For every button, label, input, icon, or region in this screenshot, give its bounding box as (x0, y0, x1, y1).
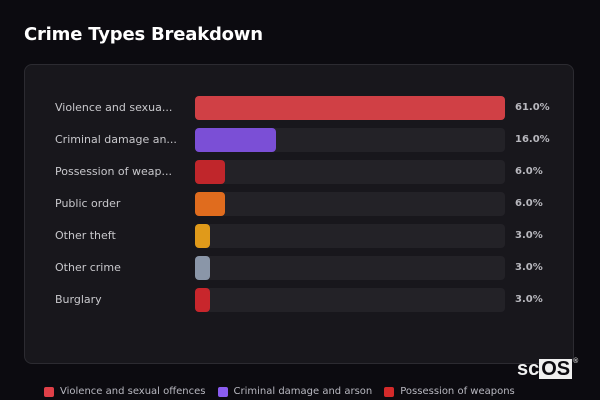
legend-item[interactable]: Possession of weapons (384, 386, 515, 397)
bar-fill[interactable] (195, 224, 211, 248)
bar-track (195, 96, 505, 120)
bar-fill[interactable] (195, 128, 277, 152)
bar-label: Other crime (55, 261, 121, 274)
bar-label: Possession of weap... (55, 165, 172, 178)
bar-value: 61.0% (515, 102, 550, 113)
bar-fill[interactable] (195, 96, 505, 120)
legend-item[interactable]: Violence and sexual offences (44, 386, 206, 397)
bar-track (195, 160, 505, 184)
legend-item[interactable]: Criminal damage and arson (217, 386, 373, 397)
bar-row: Public order 6.0% (25, 192, 575, 216)
bar-row: Burglary 3.0% (25, 288, 575, 312)
bar-row: Other crime 3.0% (25, 256, 575, 280)
bar-label: Other theft (55, 229, 116, 242)
legend-label: Violence and sexual offences (60, 386, 206, 397)
bar-value: 3.0% (515, 262, 543, 273)
bar-fill[interactable] (195, 256, 211, 280)
bar-fill[interactable] (195, 192, 226, 216)
bar-row: Other theft 3.0% (25, 224, 575, 248)
bar-track (195, 256, 505, 280)
bar-fill[interactable] (195, 160, 226, 184)
chart-title: Crime Types Breakdown (24, 24, 263, 45)
bar-label: Criminal damage an... (55, 133, 177, 146)
bar-value: 3.0% (515, 230, 543, 241)
legend-swatch-icon (217, 386, 228, 397)
bar-row: Possession of weap... 6.0% (25, 160, 575, 184)
legend-label: Criminal damage and arson (233, 386, 373, 397)
bar-value: 3.0% (515, 294, 543, 305)
bar-label: Public order (55, 197, 121, 210)
bar-track (195, 192, 505, 216)
bar-row: Criminal damage an... 16.0% (25, 128, 575, 152)
bar-value: 6.0% (515, 198, 543, 209)
brand-boxed: OS (539, 358, 573, 380)
brand-prefix: sc (517, 358, 540, 380)
bar-value: 16.0% (515, 134, 550, 145)
registered-mark-icon: ® (573, 358, 579, 365)
chart-card: Violence and sexua... 61.0% Criminal damag… (24, 64, 574, 364)
brand-logo: sc OS ® (517, 358, 578, 381)
bar-value: 6.0% (515, 166, 543, 177)
bar-fill[interactable] (195, 288, 211, 312)
bar-row: Violence and sexua... 61.0% (25, 96, 575, 120)
legend-label: Possession of weapons (400, 386, 515, 397)
bar-track (195, 224, 505, 248)
bar-label: Violence and sexua... (55, 101, 173, 114)
chart-legend: Violence and sexual offences Criminal dam… (44, 386, 515, 397)
bar-label: Burglary (55, 293, 102, 306)
bar-track (195, 128, 505, 152)
legend-swatch-icon (384, 386, 395, 397)
legend-swatch-icon (44, 386, 54, 397)
bar-track (195, 288, 505, 312)
